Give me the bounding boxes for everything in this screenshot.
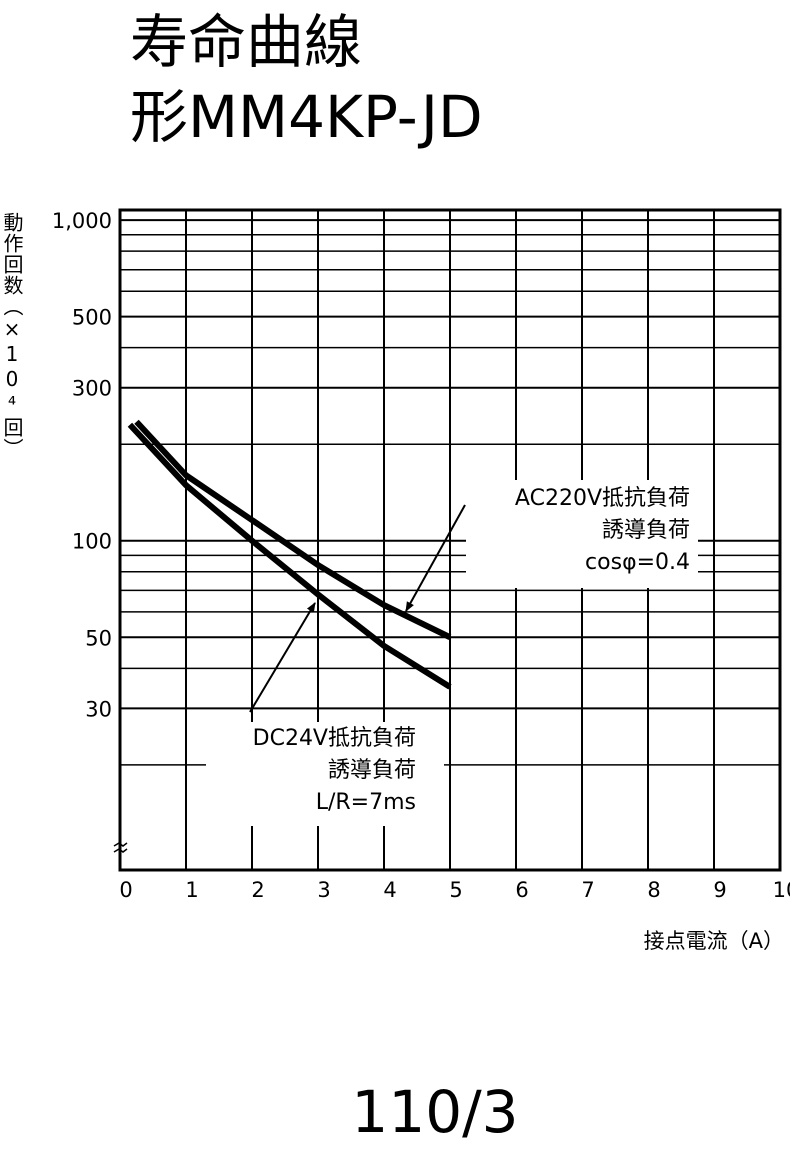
chart-subtitle: 形MM4KP-JD xyxy=(130,83,483,151)
label-boxes xyxy=(206,480,698,826)
x-tick-label: 5 xyxy=(449,878,462,902)
axis-break xyxy=(113,842,128,853)
x-tick-label: 8 xyxy=(647,878,660,902)
x-tick-label: 4 xyxy=(383,878,396,902)
y-tick-label: 1,000 xyxy=(52,209,112,233)
x-tick-label: 6 xyxy=(515,878,528,902)
curve-label: L/R=7ms xyxy=(316,790,416,815)
chart-title: 寿命曲線 xyxy=(130,8,362,76)
y-tick-label: 50 xyxy=(85,626,112,650)
x-tick-label: 9 xyxy=(713,878,726,902)
y-axis-label: 動作回数（×10⁴回） xyxy=(0,212,24,459)
label-box xyxy=(466,480,698,588)
x-tick-label: 0 xyxy=(119,878,132,902)
curve xyxy=(134,419,452,640)
arrow xyxy=(405,504,466,612)
y-tick-label: 300 xyxy=(72,377,112,401)
curve-label: AC220V抵抗負荷 xyxy=(515,486,690,511)
x-tick-label: 3 xyxy=(317,878,330,902)
curve-label: DC24V抵抗負荷 xyxy=(253,726,416,751)
page-number: 110/3 xyxy=(351,1078,518,1146)
x-tick-label: 2 xyxy=(251,878,264,902)
x-tick-label: 10 xyxy=(773,878,790,902)
plot-frame xyxy=(118,208,782,872)
y-tick-label: 100 xyxy=(72,530,112,554)
label-box xyxy=(206,722,444,826)
x-axis-label: 接点電流（A） xyxy=(644,929,784,953)
curve-label: 誘導負荷 xyxy=(328,758,416,783)
x-tick-label: 7 xyxy=(581,878,594,902)
y-tick-label: 30 xyxy=(85,697,112,721)
arrow xyxy=(249,602,316,713)
curve xyxy=(127,422,452,690)
x-tick-label: 1 xyxy=(185,878,198,902)
plot xyxy=(127,419,452,690)
curve-label: 誘導負荷 xyxy=(602,518,690,543)
curve-label: cosφ=0.4 xyxy=(585,550,690,575)
y-tick-label: 500 xyxy=(72,306,112,330)
